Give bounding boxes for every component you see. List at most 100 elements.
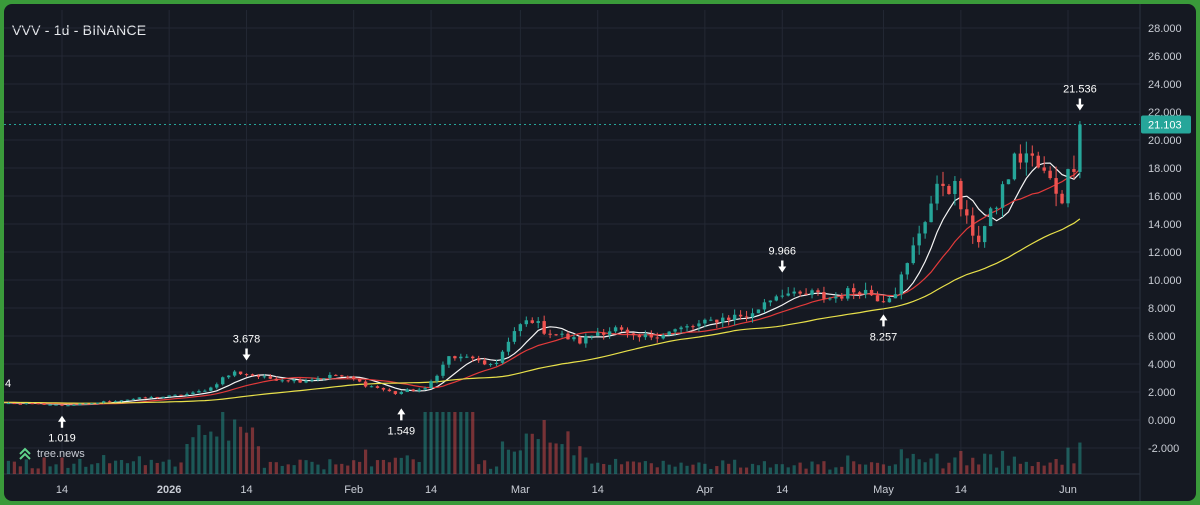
volume-bar <box>227 440 231 474</box>
candle-body <box>923 222 927 234</box>
volume-bar <box>834 467 838 474</box>
candle <box>340 374 344 377</box>
volume-bar <box>786 467 790 474</box>
candle-body <box>310 379 314 381</box>
candle <box>738 310 743 320</box>
candle-body <box>572 337 576 340</box>
candle-body <box>476 358 481 361</box>
annotation-label: 21.536 <box>1063 83 1097 95</box>
candle-body <box>726 317 731 320</box>
candle <box>673 328 677 336</box>
volume-bar <box>54 464 58 474</box>
candle <box>828 297 832 301</box>
candle-body <box>661 335 665 339</box>
candle <box>953 176 957 206</box>
volume-bar <box>852 461 856 474</box>
candle-body <box>1072 169 1076 172</box>
candle-body <box>792 291 796 294</box>
volume-bar <box>441 412 445 474</box>
candle-body <box>893 294 898 299</box>
candle <box>459 353 463 362</box>
annotation-label: 3.678 <box>233 334 261 346</box>
candle <box>1054 166 1058 207</box>
candle-body <box>691 326 695 328</box>
candle-body <box>941 183 945 186</box>
volume-bar <box>423 412 427 474</box>
volume-bar <box>572 455 576 474</box>
candle <box>959 178 963 217</box>
candle <box>887 296 892 303</box>
candle-body <box>917 233 921 246</box>
candle <box>988 206 993 227</box>
candle-body <box>101 401 106 403</box>
candle <box>24 403 28 405</box>
volume-bar <box>6 460 11 474</box>
candle-body <box>697 323 701 327</box>
candle-body <box>1012 153 1017 180</box>
candle <box>268 374 273 380</box>
candle <box>387 388 392 392</box>
volume-bar <box>155 462 159 474</box>
candle-body <box>607 331 612 335</box>
candle <box>923 220 927 239</box>
candle-body <box>548 333 552 335</box>
volume-bar <box>405 455 409 474</box>
candle-body <box>167 395 171 397</box>
annotation-label: 8.257 <box>870 331 898 343</box>
candle-body <box>613 327 618 332</box>
candle-body <box>935 183 939 204</box>
candle <box>101 400 106 404</box>
candle <box>500 350 505 365</box>
candle <box>393 390 398 395</box>
candle-body <box>715 319 719 323</box>
candle <box>191 391 195 395</box>
volume-bar <box>548 442 552 474</box>
candle-body <box>1060 193 1064 204</box>
candle <box>792 287 796 297</box>
candle <box>697 320 701 332</box>
candle-body <box>584 336 588 344</box>
candle-body <box>471 356 475 359</box>
candle <box>107 400 112 403</box>
volume-bar <box>917 459 921 474</box>
volume-bar <box>78 458 82 474</box>
candle <box>298 378 302 384</box>
volume-bar <box>643 461 647 474</box>
candle-body <box>357 378 362 382</box>
candle <box>149 395 153 399</box>
candle <box>476 355 481 363</box>
candle <box>381 387 386 392</box>
candle <box>762 298 767 313</box>
volume-bar <box>90 464 94 474</box>
candle <box>1072 155 1076 180</box>
candle <box>167 395 171 398</box>
moving-average-line-14 <box>4 168 1081 405</box>
candle <box>506 337 511 356</box>
candle <box>917 225 921 255</box>
volume-bar <box>119 460 124 474</box>
candle <box>334 374 338 376</box>
candle-body <box>66 405 70 407</box>
candle-body <box>209 387 213 391</box>
x-tick-label: 14 <box>240 484 252 496</box>
candle-body <box>131 398 136 400</box>
candle-body <box>54 404 58 406</box>
candle <box>619 325 624 332</box>
arrow-down-icon <box>1075 98 1084 111</box>
candle-body <box>381 387 386 390</box>
candle <box>512 327 517 345</box>
candle-body <box>1054 178 1058 194</box>
candle <box>631 332 636 340</box>
candle <box>369 385 374 388</box>
volume-bar <box>358 461 362 474</box>
candlestick-chart[interactable]: -2.000 0.000 2.000 4.000 6.000 8.000 10.000 12.… <box>4 4 1196 501</box>
candle <box>560 330 564 338</box>
volume-bar <box>96 463 100 474</box>
volume-bar <box>1060 464 1064 474</box>
candle-body <box>137 397 142 399</box>
candle <box>536 317 540 329</box>
candle <box>542 315 546 336</box>
candle <box>601 328 606 340</box>
candle-body <box>96 402 100 404</box>
volume-bar <box>1018 463 1022 474</box>
